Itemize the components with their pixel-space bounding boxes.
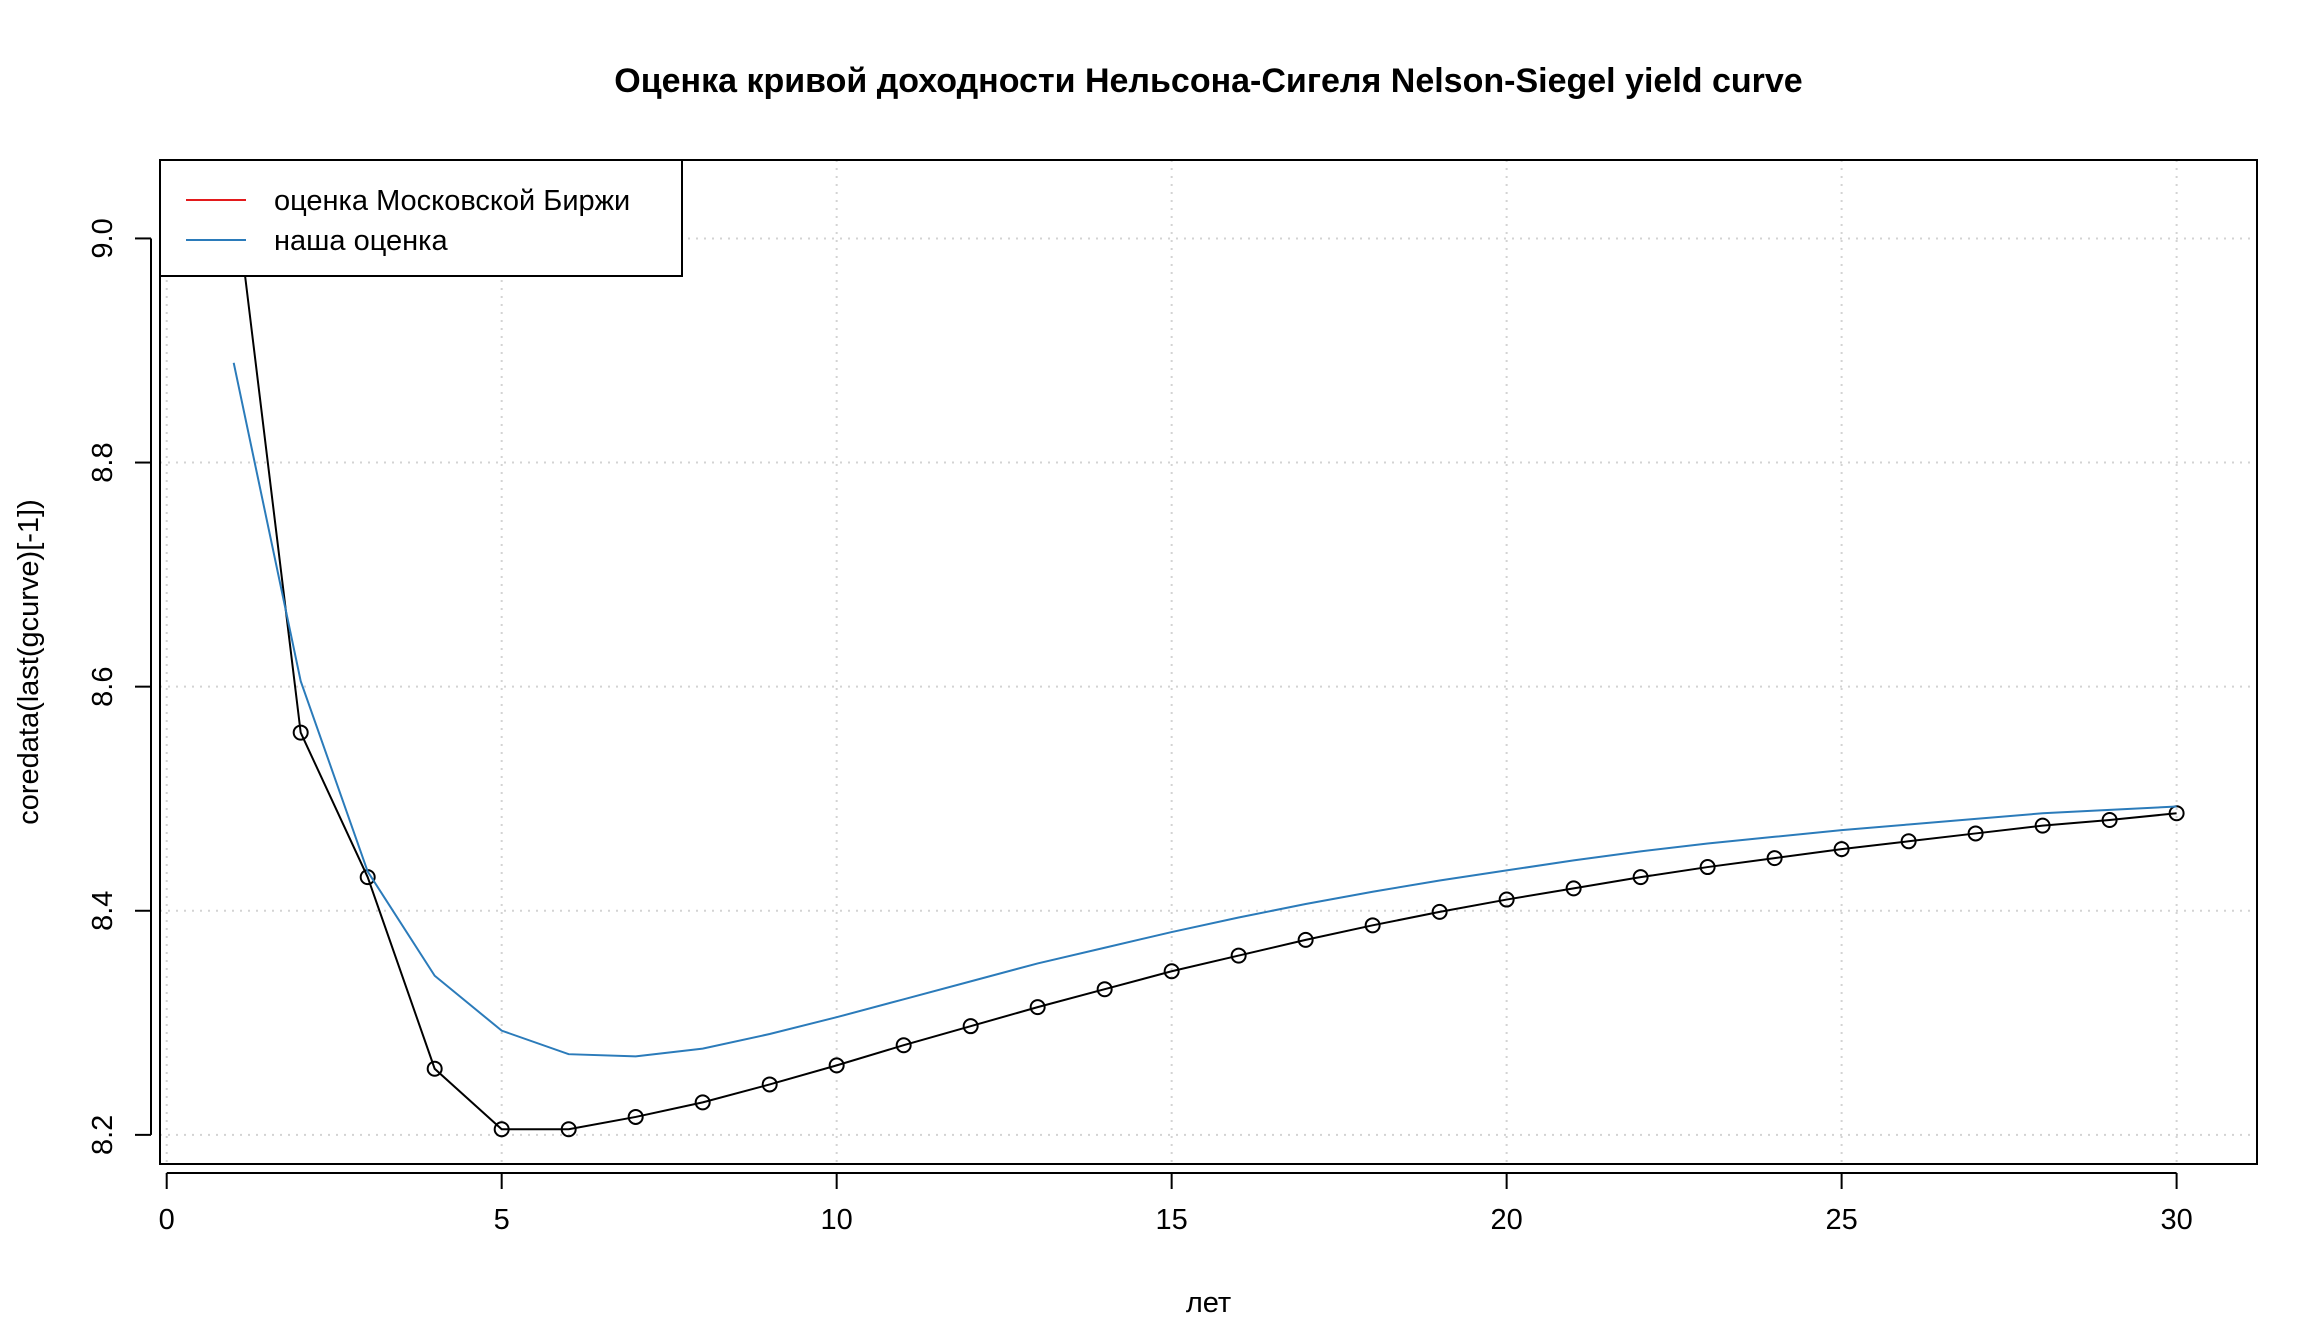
data-point-0-15 <box>1230 947 1247 964</box>
data-point-0-28 <box>2101 811 2118 828</box>
y-tick-label-3: 8.8 <box>87 442 119 482</box>
data-point-0-13 <box>1096 981 1113 998</box>
data-point-0-12 <box>1029 999 1046 1016</box>
x-tick-label-4: 20 <box>1491 1204 1523 1236</box>
data-point-0-5 <box>560 1121 577 1138</box>
data-point-0-3 <box>426 1060 443 1077</box>
data-point-0-7 <box>694 1094 711 1111</box>
data-point-0-22 <box>1699 859 1716 876</box>
chart-title: Оценка кривой доходности Нельсона-Сигеля… <box>614 62 1802 100</box>
data-point-0-4 <box>493 1121 510 1138</box>
data-point-0-27 <box>2034 817 2051 834</box>
y-axis: 8.2 8.4 8.6 8.8 9.0 <box>87 218 152 1155</box>
grid-lines <box>160 160 2257 1164</box>
x-axis-label: лет <box>1186 1287 1231 1319</box>
y-tick-label-0: 8.2 <box>87 1115 119 1155</box>
data-point-0-18 <box>1431 903 1448 920</box>
legend-label-ours: наша оценка <box>274 225 448 257</box>
data-point-0-21 <box>1632 869 1649 886</box>
data-point-0-19 <box>1498 891 1515 908</box>
x-tick-label-3: 15 <box>1156 1204 1188 1236</box>
data-point-0-9 <box>828 1057 845 1074</box>
y-axis-label: coredata(last(gcurve)[-1]) <box>13 499 45 825</box>
y-tick-label-2: 8.6 <box>87 666 119 706</box>
x-tick-label-5: 25 <box>1825 1204 1857 1236</box>
data-point-0-16 <box>1297 931 1314 948</box>
series-group <box>225 174 2185 1138</box>
data-point-0-24 <box>1833 841 1850 858</box>
x-tick-label-2: 10 <box>821 1204 853 1236</box>
x-axis: 0 5 10 15 20 25 30 <box>159 1172 2193 1236</box>
data-point-0-26 <box>1967 825 1984 842</box>
data-point-0-29 <box>2168 805 2185 822</box>
y-tick-label-1: 8.4 <box>87 891 119 931</box>
plot-border <box>159 159 2258 1165</box>
data-point-0-25 <box>1900 833 1917 850</box>
data-point-0-17 <box>1364 917 1381 934</box>
data-point-0-20 <box>1565 880 1582 897</box>
x-tick-label-0: 0 <box>159 1204 175 1236</box>
legend-label-moex: оценка Московской Биржи <box>274 185 630 217</box>
x-tick-label-6: 30 <box>2160 1204 2192 1236</box>
x-tick-label-1: 5 <box>494 1204 510 1236</box>
series-line-1 <box>232 362 2177 1058</box>
data-point-0-11 <box>962 1018 979 1035</box>
series-layer <box>225 174 2185 1138</box>
legend-box <box>159 159 683 277</box>
data-point-0-23 <box>1766 850 1783 867</box>
data-point-0-8 <box>761 1076 778 1093</box>
data-point-0-6 <box>627 1108 644 1125</box>
y-tick-label-4: 9.0 <box>87 218 119 258</box>
legend: оценка Московской Биржи наша оценка <box>159 159 683 277</box>
data-point-0-14 <box>1163 963 1180 980</box>
data-point-0-1 <box>292 724 309 741</box>
data-point-0-10 <box>895 1037 912 1054</box>
series-line-0 <box>232 182 2177 1131</box>
